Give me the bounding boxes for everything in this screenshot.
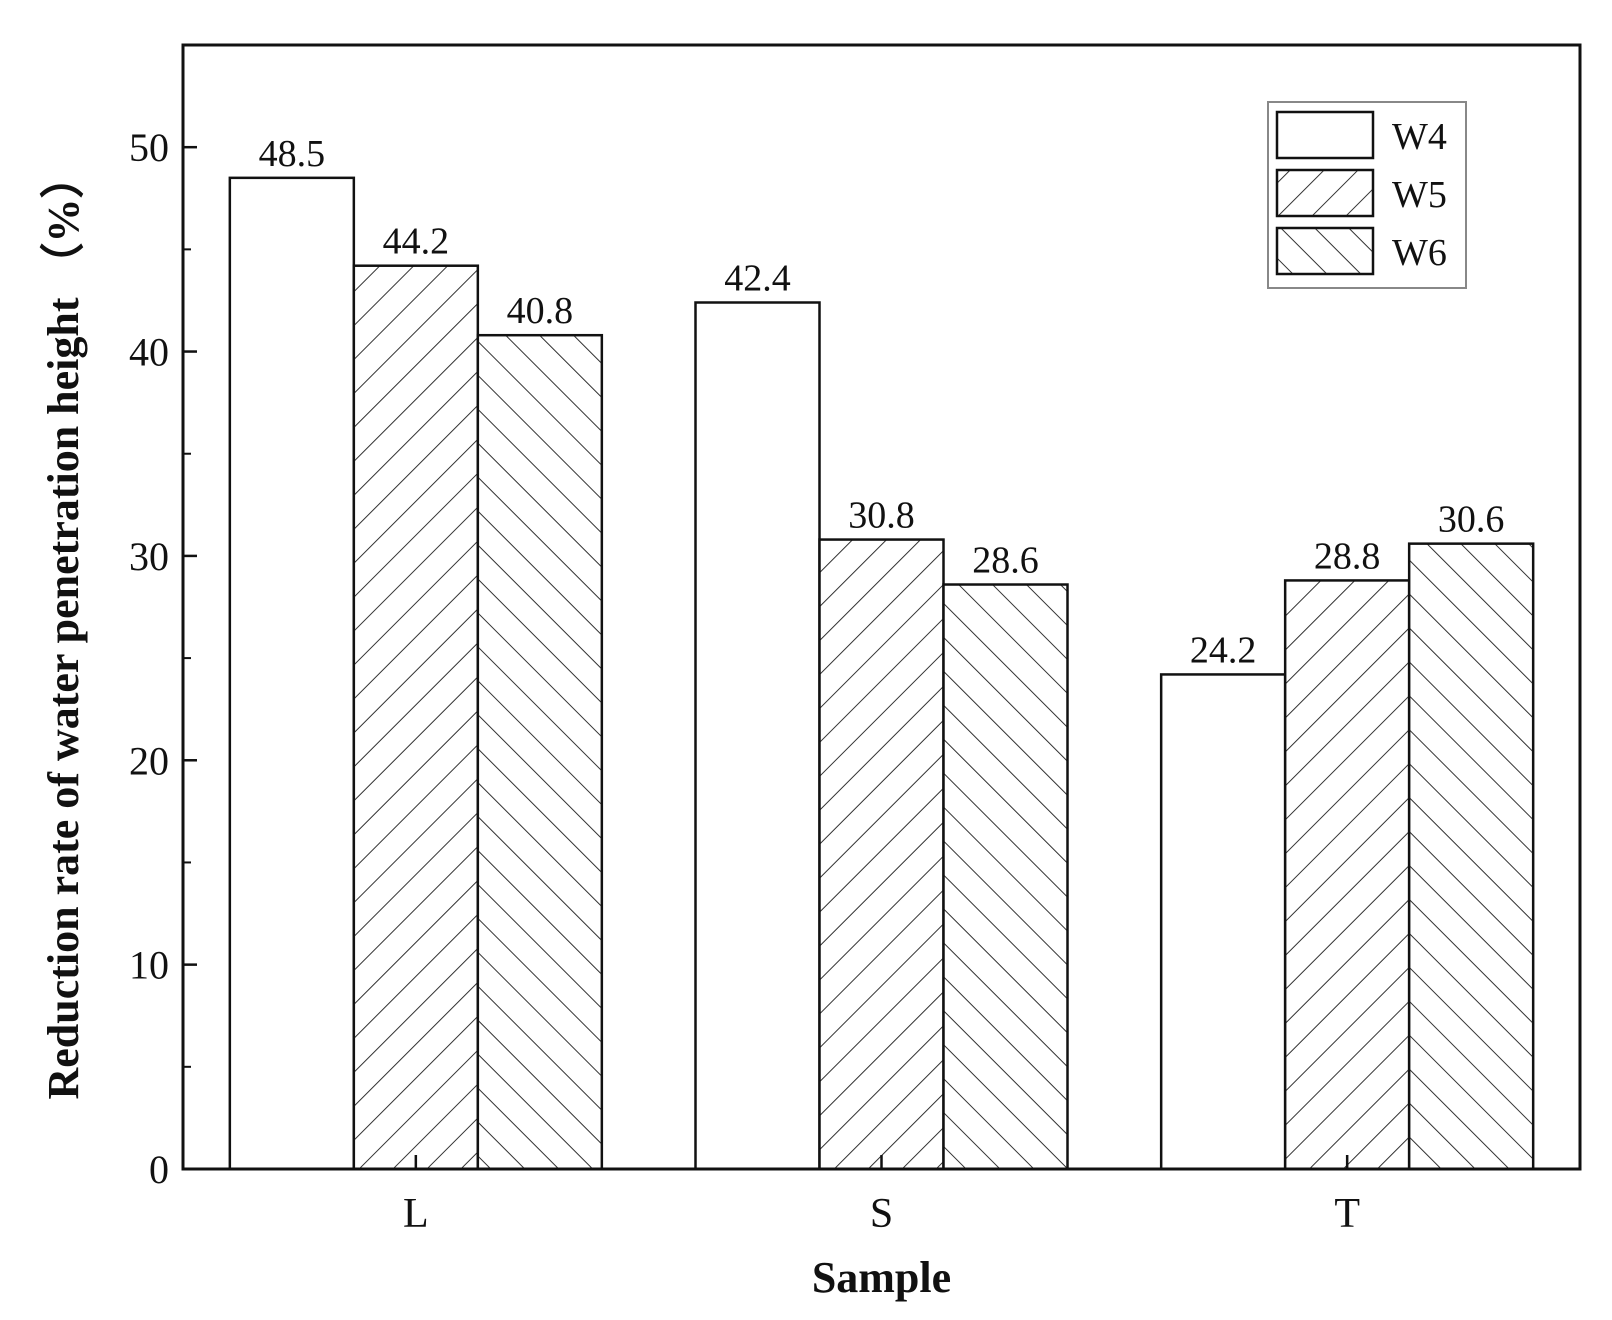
legend-swatch-w4	[1275, 110, 1375, 160]
data-label-w5-l: 44.2	[383, 221, 450, 263]
bar-w6-t	[1407, 542, 1535, 1171]
y-tick-label: 20	[129, 738, 169, 783]
x-tick-label-s: S	[870, 1191, 893, 1237]
plot-frame	[181, 43, 1582, 1171]
bar-w6-s	[942, 583, 1069, 1171]
bar-w4-t	[1159, 673, 1287, 1171]
y-tick-label: 30	[129, 534, 169, 579]
bar-w4-s	[694, 301, 821, 1171]
bar-w5-s	[818, 538, 945, 1171]
data-label-w5-s: 30.8	[848, 495, 915, 537]
y-tick-label: 0	[149, 1147, 169, 1192]
y-axis-ticks: 0 10 20 30 40 50	[129, 125, 197, 1192]
bar-w4-l	[228, 176, 356, 1171]
data-label-w4-t: 24.2	[1190, 629, 1257, 671]
x-tick-label-l: L	[403, 1191, 429, 1237]
y-axis-title: Reduction rate of water penetration heig…	[39, 154, 88, 1099]
data-label-w6-l: 40.8	[507, 290, 574, 332]
legend-label-w4: W4	[1392, 116, 1447, 158]
x-tick-label-t: T	[1334, 1191, 1360, 1237]
x-axis-title: Sample	[812, 1253, 951, 1302]
legend-swatch-w6	[1275, 226, 1375, 276]
legend-label-w6: W6	[1392, 232, 1447, 274]
data-label-w4-s: 42.4	[724, 257, 791, 299]
data-labels-layer: 48.5 44.2 40.8 42.4 30.8 28.6 24.2 28.8 30.6	[259, 133, 1505, 672]
bar-w5-t	[1283, 579, 1411, 1171]
data-label-w6-t: 30.6	[1438, 499, 1505, 541]
data-label-w6-s: 28.6	[972, 540, 1039, 582]
y-tick-label: 50	[129, 125, 169, 170]
legend-label-w5: W5	[1392, 174, 1447, 216]
bar-w5-l	[352, 264, 480, 1171]
legend-swatch-w5	[1275, 168, 1375, 218]
y-tick-label: 40	[129, 330, 169, 375]
bar-w6-l	[476, 333, 604, 1171]
data-label-w4-l: 48.5	[259, 133, 326, 175]
legend: W4 W5 W6	[1267, 101, 1467, 289]
data-label-w5-t: 28.8	[1314, 535, 1381, 577]
y-tick-label: 10	[129, 943, 169, 988]
bars-layer	[228, 176, 1535, 1171]
